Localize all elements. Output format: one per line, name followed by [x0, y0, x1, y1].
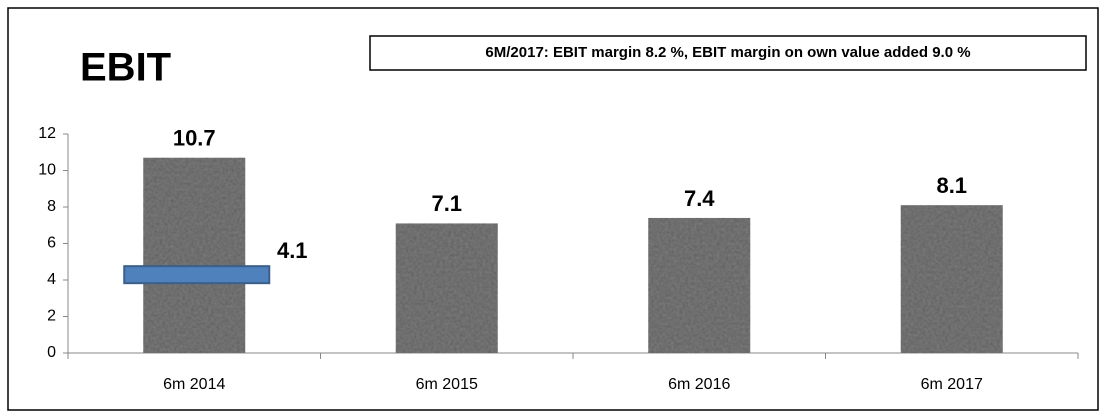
frame [7, 7, 1099, 411]
y-tick-label: 6 [47, 235, 56, 252]
y-tick-label: 12 [38, 125, 56, 142]
value-label: 10.7 [173, 126, 216, 151]
marker [123, 265, 271, 285]
value-label: 7.4 [684, 186, 715, 211]
annotation-box [369, 35, 1087, 71]
value-label: 8.1 [936, 173, 967, 198]
bar [143, 157, 246, 353]
chart-title: EBIT [80, 46, 171, 90]
bar [395, 223, 498, 353]
y-tick-label: 0 [47, 344, 56, 361]
y-tick-label: 2 [47, 308, 56, 325]
x-tick-label: 6m 2016 [668, 376, 730, 393]
y-tick-label: 4 [47, 271, 56, 288]
bar [900, 205, 1003, 353]
value-label: 7.1 [431, 191, 462, 216]
y-tick-label: 8 [47, 198, 56, 215]
value-label: 4.1 [277, 238, 308, 263]
x-tick-label: 6m 2015 [416, 376, 478, 393]
annotation: 6M/2017: EBIT margin 8.2 %, EBIT margin … [485, 44, 970, 61]
bar [648, 217, 751, 353]
y-tick-label: 10 [38, 162, 56, 179]
x-tick-label: 6m 2014 [163, 376, 225, 393]
x-tick-label: 6m 2017 [921, 376, 983, 393]
